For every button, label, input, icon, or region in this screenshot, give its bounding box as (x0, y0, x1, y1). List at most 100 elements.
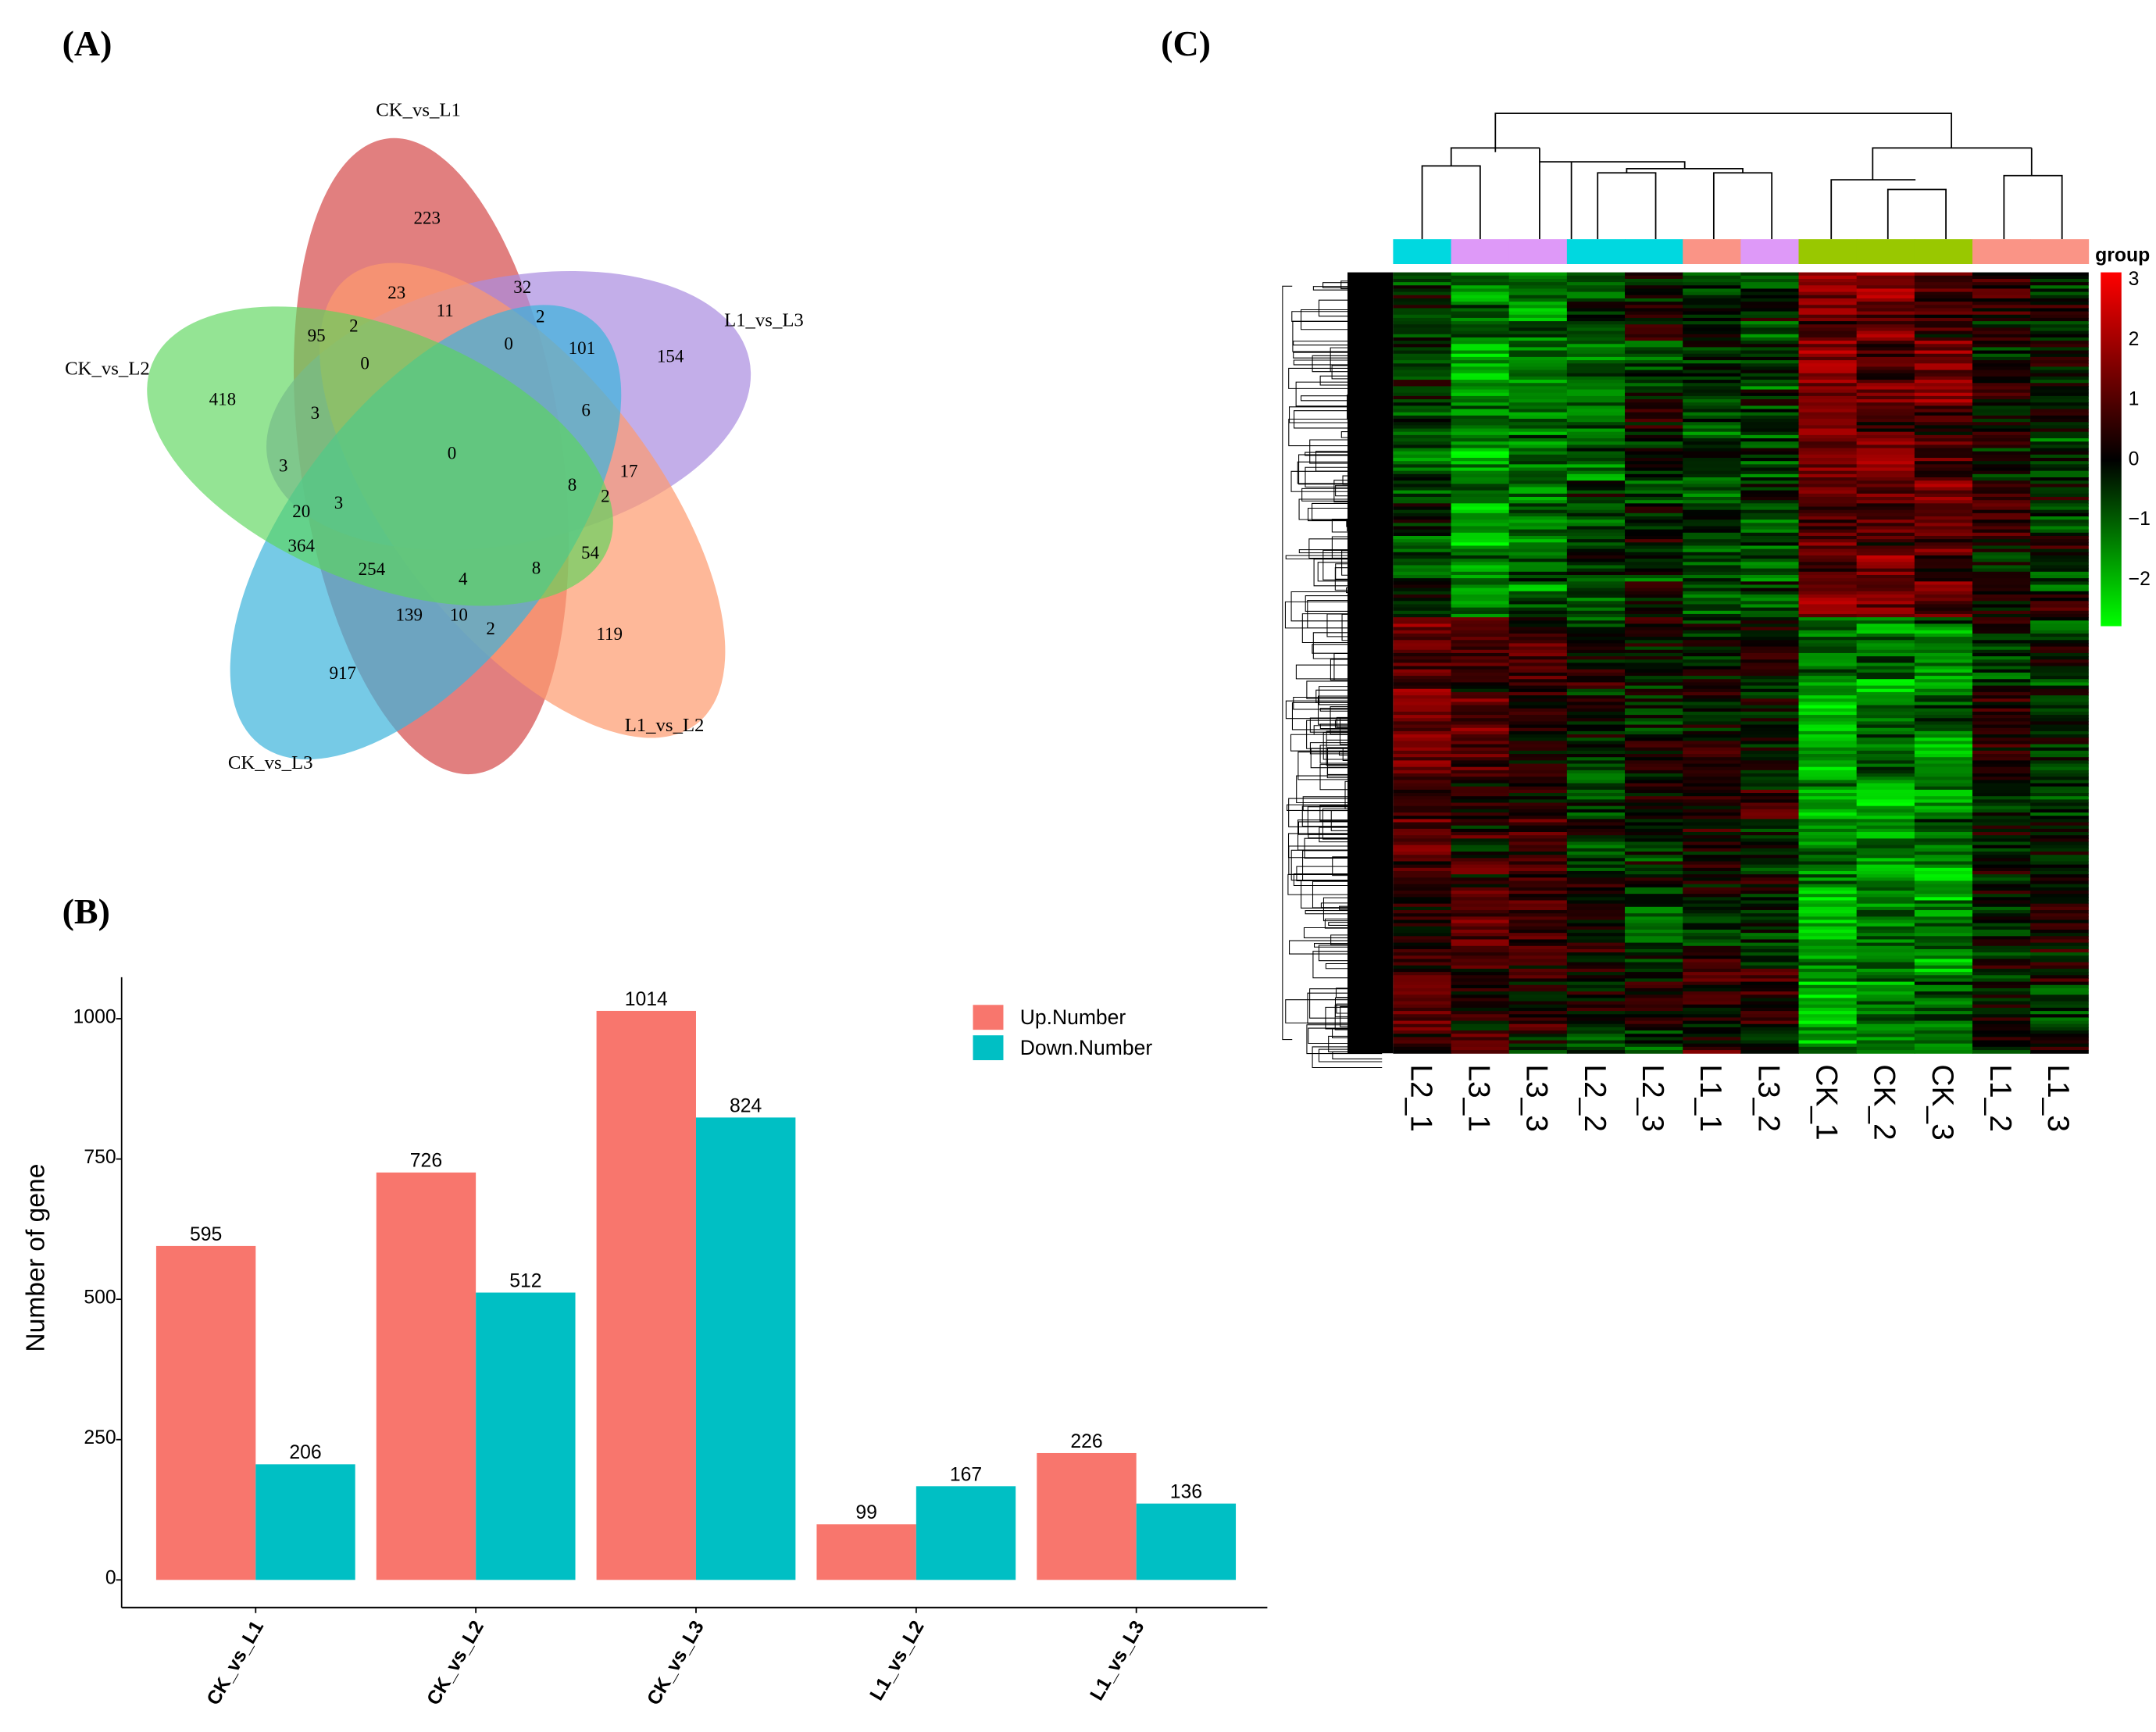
heatmap-cell (1625, 285, 1683, 289)
heatmap-cell (1914, 282, 1973, 286)
heatmap-cell (1683, 415, 1741, 420)
heatmap-cell (1683, 402, 1741, 406)
heatmap-cell (1566, 412, 1626, 416)
heatmap-cell (1508, 744, 1568, 748)
heatmap-cell (1856, 998, 1915, 1002)
heatmap-cell (1914, 870, 1973, 875)
heatmap-cell (1451, 783, 1510, 787)
heatmap-cell (1683, 858, 1741, 862)
heatmap-cell (1451, 777, 1510, 780)
heatmap-cell (1740, 766, 1800, 771)
heatmap-cell (1683, 708, 1741, 712)
heatmap-cell (1393, 366, 1452, 371)
heatmap-cell (1972, 366, 2031, 371)
heatmap-cell (1508, 812, 1568, 816)
heatmap-cell (1914, 305, 1973, 309)
heatmap-cell (1740, 913, 1800, 917)
heatmap-cell (1856, 848, 1915, 852)
heatmap-cell (1972, 571, 2031, 576)
heatmap-cell (2030, 975, 2089, 979)
heatmap-cell (1972, 816, 2031, 820)
heatmap-cell (1740, 695, 1800, 699)
heatmap-cell (1740, 509, 1800, 514)
heatmap-cell (1508, 363, 1568, 367)
heatmap-cell (2030, 584, 2089, 589)
venn-count: 154 (657, 347, 684, 366)
heatmap-cell (1625, 578, 1683, 582)
heatmap-cell (1566, 926, 1626, 930)
heatmap-cell (1972, 1014, 2031, 1018)
heatmap-cell (1740, 327, 1800, 332)
heatmap-cell (1393, 1007, 1452, 1012)
heatmap-cell (1914, 1004, 1973, 1009)
heatmap-cell (1508, 845, 1568, 849)
heatmap-cell (1625, 395, 1683, 400)
heatmap-cell (1625, 718, 1683, 722)
heatmap-cell (1798, 520, 1858, 523)
heatmap-cell (1625, 598, 1683, 602)
heatmap-cell (1914, 337, 1973, 341)
heatmap-cell (1683, 682, 1741, 687)
heatmap-cell (1798, 503, 1858, 508)
heatmap-cell (1625, 317, 1683, 322)
heatmap-cell (1914, 975, 1973, 979)
heatmap-cell (1972, 939, 2031, 944)
heatmap-cell (1972, 607, 2031, 612)
heatmap-cell (1740, 649, 1800, 654)
heatmap-cell (1683, 652, 1741, 657)
heatmap-cell (1393, 461, 1452, 465)
heatmap-cell (1740, 565, 1800, 570)
heatmap-cell (1972, 909, 2031, 914)
heatmap-cell (1856, 399, 1915, 403)
heatmap-cell (1625, 900, 1683, 905)
heatmap-cell (1451, 796, 1510, 800)
heatmap-cell (1451, 347, 1510, 352)
heatmap-cell (1683, 350, 1741, 355)
heatmap-cell (2030, 571, 2089, 576)
heatmap-cell (2030, 412, 2089, 416)
heatmap-cell (1972, 334, 2031, 338)
heatmap-cell (1856, 552, 1915, 556)
heatmap-cell (1740, 730, 1800, 735)
heatmap-cell (1856, 370, 1915, 374)
heatmap-cell (1508, 906, 1568, 911)
heatmap-cell (1625, 581, 1683, 585)
heatmap-cell (1798, 480, 1858, 484)
heatmap-cell (1683, 864, 1741, 869)
heatmap-cell (1856, 851, 1915, 855)
heatmap-cell (1393, 1011, 1452, 1015)
heatmap-cell (1914, 484, 1973, 488)
heatmap-cell (1972, 451, 2031, 455)
heatmap-cell (1914, 321, 1973, 325)
heatmap-cell (1625, 1027, 1683, 1031)
heatmap-cell (1451, 529, 1510, 534)
heatmap-cell (2030, 682, 2089, 687)
heatmap-cell (1566, 542, 1626, 547)
heatmap-cell (1508, 643, 1568, 648)
heatmap-cell (1798, 897, 1858, 902)
heatmap-cell (1798, 832, 1858, 836)
venn-count: 2 (486, 619, 495, 638)
heatmap-cell (1508, 646, 1568, 651)
heatmap-cell (1508, 356, 1568, 361)
heatmap-cell (1451, 945, 1510, 950)
heatmap-cell (1508, 623, 1568, 628)
heatmap-cell (1856, 285, 1915, 289)
heatmap-cell (1508, 395, 1568, 400)
heatmap-cell (1798, 565, 1858, 570)
heatmap-cell (1393, 682, 1452, 687)
heatmap-cell (1856, 405, 1915, 410)
heatmap-cell (1740, 708, 1800, 712)
heatmap-cell (1566, 493, 1626, 498)
heatmap-cell (1740, 887, 1800, 891)
heatmap-cell (1625, 419, 1683, 423)
heatmap-cell (1625, 574, 1683, 579)
heatmap-cell (2030, 330, 2089, 335)
venn-count: 418 (209, 389, 237, 409)
heatmap-cell (1625, 484, 1683, 488)
heatmap-cell (1914, 598, 1973, 602)
heatmap-cell (1798, 1020, 1858, 1025)
heatmap-cell (1798, 473, 1858, 478)
heatmap-cell (1508, 441, 1568, 445)
heatmap-cell (1740, 506, 1800, 511)
